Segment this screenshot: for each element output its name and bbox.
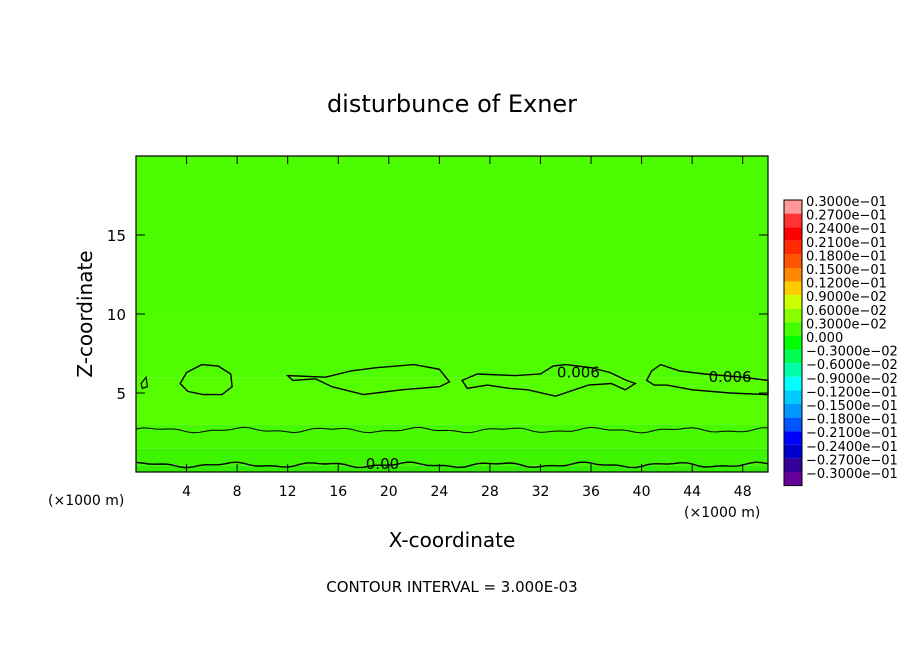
x-tick-label-1: 8: [233, 484, 242, 500]
colorbar-swatch-2: [784, 227, 802, 241]
x-tick-label-8: 36: [582, 484, 600, 500]
y-axis-label: Z-coordinate: [73, 250, 97, 377]
colorbar-label-4: 0.1800e−01: [806, 249, 887, 264]
chart-title: disturbunce of Exner: [327, 90, 577, 118]
colorbar-label-0: 0.3000e−01: [806, 195, 887, 210]
colorbar-label-17: −0.2100e−01: [806, 426, 898, 441]
colorbar-swatch-4: [784, 254, 802, 268]
x-tick-label-4: 20: [380, 484, 398, 500]
x-tick-label-11: 48: [734, 484, 752, 500]
colorbar-label-19: −0.2700e−01: [806, 453, 898, 468]
contour-line-lower: [135, 461, 769, 469]
colorbar-label-20: −0.3000e−01: [806, 467, 898, 482]
colorbar-label-13: −0.9000e−02: [806, 372, 898, 387]
contour-island-2: [285, 363, 451, 396]
colorbar-label-2: 0.2400e−01: [806, 222, 887, 237]
contour-label-0: 0.00: [366, 455, 399, 473]
field-band-4: [136, 314, 768, 378]
colorbar: 0.3000e−010.2700e−010.2400e−010.2100e−01…: [783, 195, 898, 487]
colorbar-label-15: −0.1500e−01: [806, 399, 898, 414]
contour-interval-footer: CONTOUR INTERVAL = 3.000E-03: [326, 578, 577, 596]
colorbar-label-9: 0.3000e−02: [806, 317, 887, 332]
colorbar-swatch-0: [784, 200, 802, 214]
contour-lines: [135, 363, 769, 469]
colorbar-swatch-7: [784, 295, 802, 309]
colorbar-swatch-3: [784, 240, 802, 255]
x-tick-label-7: 32: [532, 484, 550, 500]
colorbar-label-10: 0.000: [806, 331, 843, 346]
x-tick-label-6: 28: [481, 484, 499, 500]
contour-labels: 0.00 0.006 0.006: [366, 363, 752, 473]
field-band-5: [136, 156, 768, 314]
colorbar-label-18: −0.2400e−01: [806, 440, 898, 455]
contour-label-1: 0.006: [557, 363, 600, 381]
y-tick-label-0: 5: [116, 385, 126, 403]
field-band-3: [136, 377, 768, 425]
contour-line-2p7: [135, 426, 769, 434]
colorbar-label-12: −0.6000e−02: [806, 358, 898, 373]
colorbar-label-14: −0.1200e−01: [806, 385, 898, 400]
contour-island-1: [179, 363, 233, 396]
colorbar-swatch-15: [784, 404, 802, 418]
y-tick-label-1: 10: [107, 306, 126, 324]
x-unit-label-left: (×1000 m): [48, 493, 124, 509]
colorbar-swatch-6: [784, 281, 802, 296]
colorbar-swatch-19: [784, 458, 802, 472]
x-tick-label-9: 40: [633, 484, 651, 500]
field-band-0: [136, 465, 768, 472]
colorbar-swatch-9: [784, 322, 802, 336]
colorbar-swatch-12: [784, 363, 802, 377]
colorbar-label-8: 0.6000e−02: [806, 304, 887, 319]
colorbar-label-16: −0.1800e−01: [806, 413, 898, 428]
colorbar-swatch-14: [784, 390, 802, 404]
colorbar-label-6: 0.1200e−01: [806, 277, 887, 292]
x-axis-label: X-coordinate: [389, 528, 516, 552]
colorbar-frame: [783, 199, 803, 487]
field-band-2: [136, 424, 768, 449]
colorbar-label-3: 0.2100e−01: [806, 236, 887, 251]
colorbar-label-5: 0.1500e−01: [806, 263, 887, 278]
x-tick-label-5: 24: [430, 484, 448, 500]
x-unit-label-right: (×1000 m): [684, 505, 760, 521]
contour-island-3: [461, 363, 637, 397]
colorbar-label-11: −0.3000e−02: [806, 345, 898, 360]
colorbar-swatch-17: [784, 431, 802, 445]
contour-label-2: 0.006: [709, 368, 752, 386]
x-tick-label-0: 4: [182, 484, 191, 500]
colorbar-swatch-16: [784, 417, 802, 432]
x-tick-label-2: 12: [279, 484, 297, 500]
x-tick-label-10: 44: [683, 484, 701, 500]
field-bands: [136, 156, 768, 472]
colorbar-label-7: 0.9000e−02: [806, 290, 887, 305]
x-tick-label-3: 16: [329, 484, 347, 500]
colorbar-swatch-20: [784, 472, 802, 486]
colorbar-swatch-10: [784, 336, 802, 350]
colorbar-swatch-13: [784, 376, 802, 391]
y-tick-label-2: 15: [107, 227, 126, 245]
colorbar-swatch-8: [784, 308, 802, 323]
field-band-1: [136, 448, 768, 466]
colorbar-swatch-11: [784, 349, 802, 364]
contour-island-edge: [140, 375, 149, 390]
y-axis-ticks: 5 10 15: [107, 227, 768, 403]
colorbar-swatch-18: [784, 444, 802, 459]
colorbar-swatch-1: [784, 213, 802, 228]
x-axis-ticks: 4 8 12 16 20 24 28 32 36 40 44 48: [182, 156, 752, 500]
colorbar-label-1: 0.2700e−01: [806, 209, 887, 224]
colorbar-swatch-5: [784, 268, 802, 282]
